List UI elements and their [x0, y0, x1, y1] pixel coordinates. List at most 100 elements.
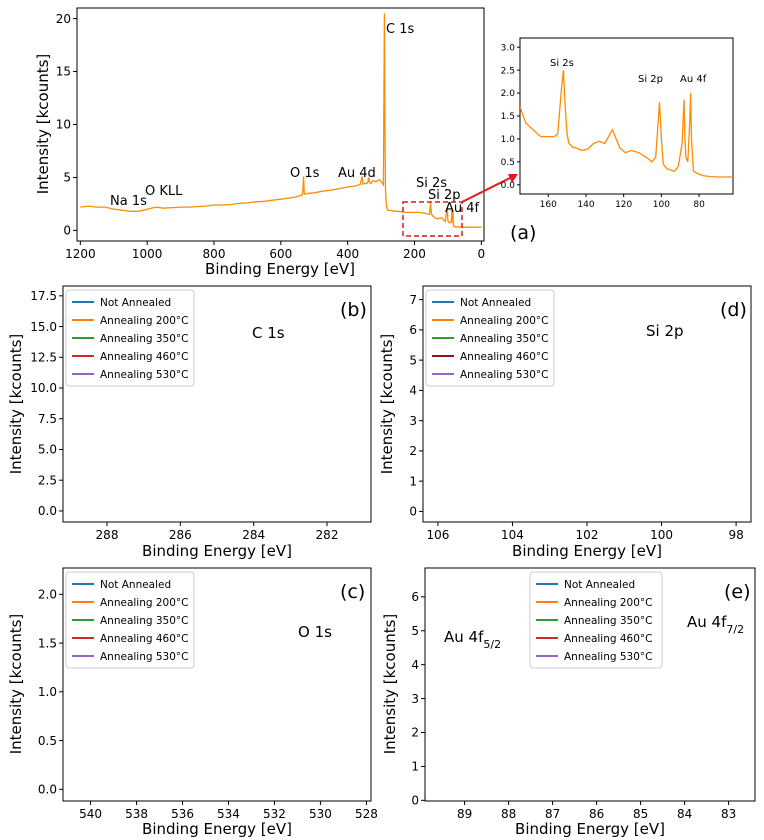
survey-x-tick-label: 400 [336, 247, 359, 261]
c-y-tick-label: 1.5 [38, 636, 57, 650]
d-x-tick-label: 102 [576, 528, 599, 542]
e-y-tick-label: 5 [411, 624, 419, 638]
a-x-tick-label: 160 [540, 200, 557, 210]
d-x-tick-label: 106 [426, 528, 449, 542]
e-legend-entry: Annealing 200°C [564, 597, 653, 609]
e-legend-entry: Annealing 460°C [564, 633, 653, 645]
e-y-tick-label: 4 [411, 658, 419, 672]
b-legend-entry: Annealing 350°C [100, 333, 189, 345]
a-y-tick-label: 1.5 [501, 112, 515, 122]
e-y-tick-label: 2 [411, 726, 419, 740]
b-legend-entry: Not Annealed [100, 297, 171, 309]
panel-label-b: (b) [340, 299, 367, 321]
inset-axes-frame [519, 37, 734, 195]
e-legend-entry: Annealing 530°C [564, 651, 653, 663]
b-legend-entry: Annealing 460°C [100, 351, 189, 363]
survey-annotation-okll: O KLL [145, 184, 183, 199]
d-y-tick-label: 5 [409, 353, 417, 367]
inset-marks [520, 70, 733, 178]
panel-d-y-axis-label: Intensity [kcounts] [378, 334, 396, 475]
d-y-tick-label: 7 [409, 293, 417, 307]
c-legend-entry: Annealing 530°C [100, 651, 189, 663]
b-y-tick-label: 2.5 [38, 473, 57, 487]
b-x-tick-label: 284 [242, 528, 265, 542]
survey-axes-frame [76, 7, 485, 242]
panel-b-c1s: 288 286 284 282 0.0 2.5 5.0 7.5 10.0 12.5 15.0 17.5… [7, 285, 372, 560]
a-y-tick-label: 2.5 [501, 66, 515, 76]
survey-y-tick-label: 10 [56, 118, 71, 132]
a-spectrum-line [520, 70, 733, 178]
b-x-tick-label: 286 [169, 528, 192, 542]
e-x-tick-label: 89 [457, 807, 472, 821]
a-y-tick-label: 0.0 [501, 181, 516, 191]
b-legend-entry: Annealing 200°C [100, 315, 189, 327]
c-x-tick-label: 536 [171, 807, 194, 821]
panel-c-peak-label: O 1s [298, 623, 332, 641]
panel-label-a: (a) [510, 222, 536, 244]
panel-e-peak-label-5-2: Au 4f5/2 [444, 628, 501, 651]
c-y-tick-label: 0.0 [38, 783, 57, 797]
c-x-tick-label: 540 [79, 807, 102, 821]
survey-annotation-au4d: Au 4d [338, 166, 376, 181]
panel-e-ticks: 89 88 87 86 85 84 83 0 1 2 3 4 5 6 [411, 590, 736, 821]
survey-y-axis-label: Intensity [kcounts] [34, 54, 52, 195]
c-legend-frame [65, 571, 195, 669]
d-legend-frame [425, 289, 555, 387]
d-legend-entry: Not Annealed [460, 297, 531, 309]
c-legend-entry: Annealing 350°C [100, 615, 189, 627]
a-x-tick-label: 80 [693, 200, 705, 210]
zoom-region-box [402, 201, 463, 237]
panel-e-peak-label-7-2: Au 4f7/2 [687, 613, 744, 636]
inset-ticks: 160 140 120 100 80 0.0 0.5 1.0 1.5 2.0 2.5 3.0 [501, 43, 705, 210]
panel-d-legend: Not Annealed Annealing 200°C Annealing 350… [425, 289, 555, 387]
d-x-tick-label: 98 [728, 528, 743, 542]
survey-x-tick-label: 1000 [132, 247, 163, 261]
panel-d-x-axis-label: Binding Energy [eV] [512, 542, 662, 560]
e-y-tick-label: 3 [411, 692, 419, 706]
e-y-tick-label: 0 [411, 794, 419, 808]
panel-c-x-axis-label: Binding Energy [eV] [142, 820, 292, 838]
e-legend-frame [529, 571, 663, 669]
survey-annotation-si2p: Si 2p [428, 188, 461, 203]
d-x-tick-label: 104 [501, 528, 524, 542]
e-x-tick-label: 86 [589, 807, 604, 821]
c-legend-entry: Annealing 460°C [100, 633, 189, 645]
zoom-arrow-head [508, 174, 518, 183]
panel-b-y-axis-label: Intensity [kcounts] [7, 334, 25, 475]
e-legend-entry: Not Annealed [564, 579, 635, 591]
panel-e-peak-label-7-2-sub: 7/2 [726, 623, 744, 636]
b-y-tick-label: 10.0 [30, 381, 57, 395]
b-y-tick-label: 7.5 [38, 412, 57, 426]
c-x-tick-label: 538 [125, 807, 148, 821]
c-x-tick-label: 534 [217, 807, 240, 821]
panel-e-legend: Not Annealed Annealing 200°C Annealing 350… [529, 571, 663, 669]
panel-d-si2p: 106 104 102 100 98 0 1 2 3 4 5 6 7 Not Annealed Annea… [378, 285, 752, 560]
d-y-tick-label: 0 [409, 505, 417, 519]
survey-spectrum-line [80, 13, 482, 228]
e-x-tick-label: 83 [721, 807, 736, 821]
c-x-tick-label: 532 [263, 807, 286, 821]
b-x-tick-label: 282 [316, 528, 339, 542]
survey-annotation-na1s: Na 1s [110, 194, 147, 209]
survey-marks [80, 13, 482, 228]
e-y-tick-label: 6 [411, 590, 419, 604]
a-y-tick-label: 2.0 [501, 89, 516, 99]
panel-e-y-axis-label: Intensity [kcounts] [381, 614, 399, 755]
survey-y-tick-label: 0 [63, 224, 71, 238]
d-legend-entry: Annealing 460°C [460, 351, 549, 363]
panel-c-ticks: 540 538 536 534 532 530 528 0.0 0.5 1.0 1.5 2.0 [38, 588, 378, 821]
e-x-tick-label: 87 [545, 807, 560, 821]
zoom-arrow [461, 176, 513, 203]
survey-y-tick-label: 5 [63, 171, 71, 185]
d-legend-entry: Annealing 350°C [460, 333, 549, 345]
d-y-tick-label: 4 [409, 384, 417, 398]
panel-e-peak-label-7-2-main: Au 4f [687, 613, 727, 631]
survey-x-tick-label: 200 [403, 247, 426, 261]
panel-b-x-axis-label: Binding Energy [eV] [142, 542, 292, 560]
panel-c-legend: Not Annealed Annealing 200°C Annealing 350… [65, 571, 195, 669]
a-y-tick-label: 1.0 [501, 135, 516, 145]
a-y-tick-label: 0.5 [501, 158, 515, 168]
survey-y-tick-label: 15 [56, 65, 71, 79]
e-y-tick-label: 1 [411, 760, 419, 774]
